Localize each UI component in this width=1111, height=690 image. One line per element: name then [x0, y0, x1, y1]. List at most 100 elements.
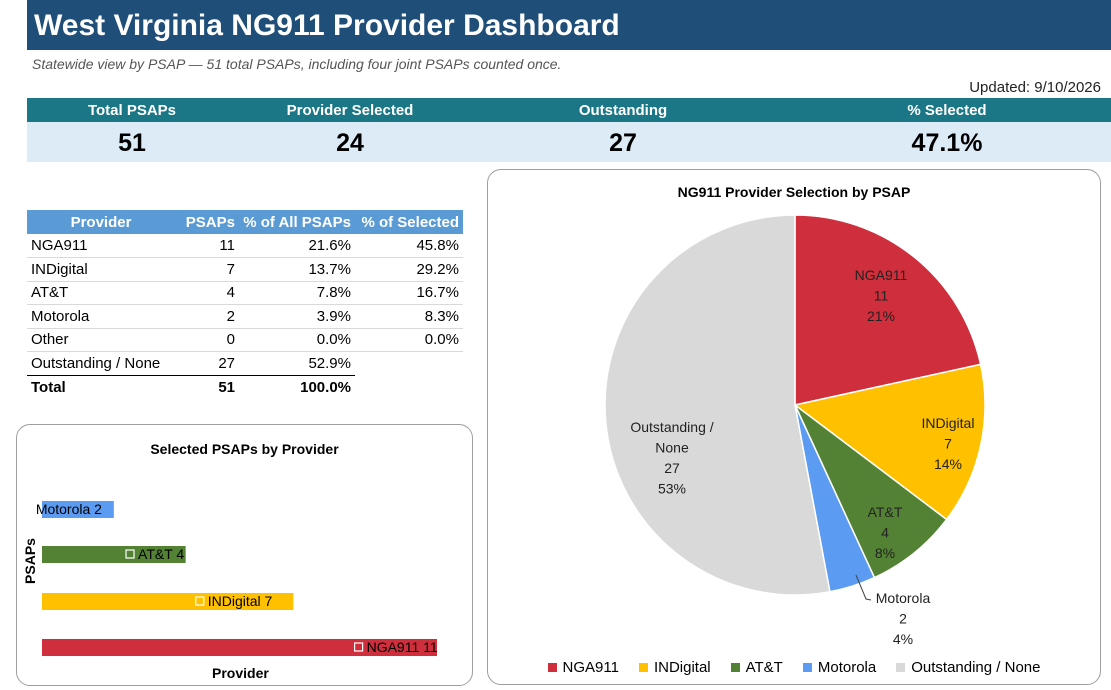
kpi-value-total: 51: [118, 129, 146, 157]
legend-swatch: [802, 663, 812, 672]
bar-motorola: [42, 501, 114, 518]
cell-psaps: 11: [175, 234, 239, 258]
cell-provider: Outstanding / None: [27, 351, 175, 376]
bar-data-label: AT&T 4: [138, 546, 184, 562]
cell-psaps: 4: [175, 281, 239, 305]
bar-data-label: Motorola 2: [36, 501, 102, 517]
table-row: Other 0 0.0% 0.0%: [27, 328, 463, 352]
cell-pct-selected: 45.8%: [355, 234, 463, 258]
bar-chart: Motorola 2 AT&T 4 INDigital 7 NGA911 11: [23, 501, 438, 656]
bar-chart-panel: Selected PSAPs by Provider Motorola 2 AT&…: [16, 424, 473, 686]
col-psaps: PSAPs: [175, 210, 239, 234]
legend-item: NGA911: [547, 659, 619, 676]
bar-chart-title: Selected PSAPs by Provider: [150, 441, 339, 457]
pie-legend: NGA911 INDigital AT&T Motorola Outstanding /…: [488, 659, 1100, 676]
col-pct-all: % of All PSAPs: [239, 210, 355, 234]
pie-data-label: AT&T 4 8%: [868, 504, 903, 561]
legend-label: AT&T: [745, 659, 783, 676]
page-subtitle: Statewide view by PSAP — 51 total PSAPs,…: [32, 56, 562, 72]
table-row: NGA911 11 21.6% 45.8%: [27, 234, 463, 258]
cell-psaps: 7: [175, 257, 239, 282]
cell-psaps: 2: [175, 304, 239, 329]
bar-chart-ylabel: PSAPs: [21, 538, 38, 584]
data-label-marker: [125, 549, 135, 559]
cell-pct-all: 100.0%: [300, 378, 351, 396]
legend-item: INDigital: [638, 659, 711, 676]
kpi-label-outstanding: Outstanding: [578, 102, 668, 119]
bar-nga911: [42, 639, 437, 656]
provider-table: Provider PSAPs % of All PSAPs % of Selec…: [27, 210, 463, 399]
kpi-value-row: 51 24 27 47.1%: [27, 122, 1111, 162]
data-label-marker: [354, 642, 364, 652]
bar-data-label: INDigital 7: [208, 593, 273, 609]
legend-swatch: [638, 663, 648, 672]
cell-psaps: 0: [175, 328, 239, 352]
kpi-label-percent: % Selected: [907, 102, 987, 119]
page-title: West Virginia NG911 Provider Dashboard: [34, 9, 620, 42]
pie-data-label: Outstanding / None 27 53%: [630, 419, 713, 497]
cell-provider: Other: [27, 328, 175, 352]
cell-provider: INDigital: [27, 257, 175, 282]
kpi-header-row: Total PSAPs Provider Selected Outstandin…: [27, 98, 1111, 122]
cell-pct-selected: 0.0%: [355, 328, 463, 352]
cell-empty: [355, 375, 463, 399]
cell-pct-all: 7.8%: [239, 281, 355, 305]
cell-pct-all: 3.9%: [239, 304, 355, 329]
cell-provider: AT&T: [27, 281, 175, 305]
kpi-value-percent: 47.1%: [911, 129, 983, 157]
leader-line: [855, 574, 872, 601]
legend-swatch: [730, 663, 740, 672]
kpi-label-total: Total PSAPs: [87, 102, 177, 119]
kpi-label-selected: Provider Selected: [286, 102, 414, 119]
cell-pct-selected: 29.2%: [355, 257, 463, 282]
table-row-total: Total 51 100.0%: [27, 375, 463, 399]
legend-item: Motorola: [802, 659, 877, 676]
table-row: Motorola 2 3.9% 8.3%: [27, 304, 463, 329]
cell-pct-selected: 8.3%: [355, 304, 463, 329]
pie-data-label: NGA911 11 21%: [855, 267, 908, 324]
legend-label: Motorola: [817, 659, 877, 676]
cell-pct-selected: 16.7%: [355, 281, 463, 305]
pie-slice-indigital: [793, 363, 986, 521]
bar-indigital: [42, 593, 294, 610]
cell-pct-all: 13.7%: [239, 257, 355, 282]
data-label-marker: [195, 596, 205, 606]
col-pct-selected: % of Selected: [355, 210, 463, 234]
cell-provider: Motorola: [27, 304, 175, 329]
pie-data-label: INDigital 7 14%: [922, 415, 975, 472]
table-row: AT&T 4 7.8% 16.7%: [27, 281, 463, 305]
col-provider: Provider: [27, 210, 175, 234]
legend-swatch: [896, 663, 906, 672]
cell-provider: NGA911: [27, 234, 175, 258]
legend-label: INDigital: [653, 659, 711, 676]
legend-item: AT&T: [730, 659, 783, 676]
updated-date: Updated: 9/10/2026: [969, 79, 1101, 96]
cell-empty: [355, 352, 463, 376]
data-label-marker: [23, 504, 33, 514]
legend-item: Outstanding / None: [896, 659, 1040, 676]
cell-pct-all: 0.0%: [239, 328, 355, 352]
pie-data-label: Motorola 2 4%: [876, 590, 931, 647]
pie-slice-outstanding-none: [604, 214, 831, 596]
cell-psaps: 27: [175, 351, 239, 376]
table-row: INDigital 7 13.7% 29.2%: [27, 257, 463, 282]
pie-slice-at-t: [794, 404, 948, 579]
legend-label: Outstanding / None: [911, 659, 1041, 676]
legend-swatch: [547, 663, 557, 672]
pie-chart-panel: NG911 Provider Selection by PSAP NGA911 1…: [487, 169, 1101, 685]
cell-psaps: 51: [218, 378, 235, 396]
bar-at-t: [42, 546, 186, 563]
cell-pct-all: 52.9%: [239, 351, 355, 376]
table-row-outstanding: Outstanding / None 27 52.9%: [27, 351, 463, 376]
kpi-value-outstanding: 27: [609, 129, 637, 157]
pie-chart-title: NG911 Provider Selection by PSAP: [677, 184, 911, 200]
cell-provider: Total: [31, 378, 66, 396]
pie-slice-nga911: [794, 214, 982, 406]
bar-chart-xlabel: Provider: [212, 665, 269, 681]
cell-pct-all: 21.6%: [239, 234, 355, 258]
table-header-row: Provider PSAPs % of All PSAPs % of Selec…: [27, 210, 463, 234]
kpi-value-selected: 24: [336, 129, 364, 157]
legend-label: NGA911: [562, 659, 619, 676]
title-bar: West Virginia NG911 Provider Dashboard: [27, 0, 1111, 50]
bar-data-label: NGA911 11: [367, 639, 438, 655]
